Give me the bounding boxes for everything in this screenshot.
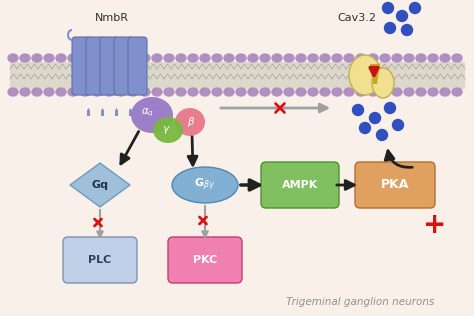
Ellipse shape	[104, 54, 114, 62]
Ellipse shape	[356, 88, 366, 96]
Ellipse shape	[368, 88, 378, 96]
Ellipse shape	[8, 88, 18, 96]
Ellipse shape	[128, 54, 138, 62]
FancyBboxPatch shape	[63, 237, 137, 283]
Ellipse shape	[20, 54, 30, 62]
Ellipse shape	[212, 88, 222, 96]
Ellipse shape	[116, 54, 126, 62]
Ellipse shape	[128, 88, 138, 96]
Ellipse shape	[32, 54, 42, 62]
Ellipse shape	[212, 54, 222, 62]
Ellipse shape	[320, 88, 330, 96]
Ellipse shape	[416, 54, 426, 62]
Ellipse shape	[188, 54, 198, 62]
Ellipse shape	[131, 97, 173, 133]
Ellipse shape	[68, 88, 78, 96]
Ellipse shape	[104, 88, 114, 96]
Ellipse shape	[272, 54, 282, 62]
Ellipse shape	[80, 54, 90, 62]
Text: Gq: Gq	[91, 180, 109, 190]
Ellipse shape	[284, 88, 294, 96]
FancyBboxPatch shape	[128, 37, 147, 95]
Ellipse shape	[236, 88, 246, 96]
Ellipse shape	[392, 54, 402, 62]
Ellipse shape	[175, 108, 205, 136]
Ellipse shape	[368, 54, 378, 62]
Ellipse shape	[440, 88, 450, 96]
Text: G$_{\beta\gamma}$: G$_{\beta\gamma}$	[194, 177, 216, 193]
Ellipse shape	[332, 54, 342, 62]
Ellipse shape	[296, 88, 306, 96]
Ellipse shape	[392, 88, 402, 96]
Ellipse shape	[308, 88, 318, 96]
Ellipse shape	[440, 54, 450, 62]
Ellipse shape	[200, 54, 210, 62]
Text: PKA: PKA	[381, 179, 409, 191]
Circle shape	[353, 105, 364, 116]
Ellipse shape	[428, 54, 438, 62]
Ellipse shape	[320, 54, 330, 62]
Text: Cav3.2: Cav3.2	[337, 13, 376, 23]
Circle shape	[376, 130, 388, 141]
Ellipse shape	[176, 88, 186, 96]
Ellipse shape	[236, 54, 246, 62]
Circle shape	[392, 119, 403, 131]
Ellipse shape	[92, 54, 102, 62]
FancyBboxPatch shape	[86, 37, 105, 95]
Ellipse shape	[164, 88, 174, 96]
Text: PKC: PKC	[193, 255, 217, 265]
Circle shape	[383, 3, 393, 14]
Circle shape	[384, 22, 395, 33]
FancyBboxPatch shape	[100, 37, 119, 95]
Ellipse shape	[416, 88, 426, 96]
Circle shape	[370, 112, 381, 124]
Circle shape	[384, 102, 395, 113]
Ellipse shape	[380, 54, 390, 62]
FancyBboxPatch shape	[168, 237, 242, 283]
Ellipse shape	[296, 54, 306, 62]
Ellipse shape	[176, 54, 186, 62]
Ellipse shape	[188, 88, 198, 96]
Text: $\beta$: $\beta$	[187, 115, 195, 129]
Ellipse shape	[452, 88, 462, 96]
Text: NmbR: NmbR	[95, 13, 129, 23]
Ellipse shape	[152, 54, 162, 62]
Ellipse shape	[8, 54, 18, 62]
Polygon shape	[370, 64, 380, 84]
Ellipse shape	[32, 88, 42, 96]
Ellipse shape	[44, 88, 54, 96]
Text: PLC: PLC	[88, 255, 111, 265]
Ellipse shape	[116, 88, 126, 96]
Ellipse shape	[68, 54, 78, 62]
Ellipse shape	[56, 54, 66, 62]
FancyBboxPatch shape	[261, 162, 339, 208]
Text: AMPK: AMPK	[282, 180, 318, 190]
Text: $\gamma$: $\gamma$	[162, 124, 170, 136]
Ellipse shape	[260, 88, 270, 96]
Ellipse shape	[404, 54, 414, 62]
Ellipse shape	[380, 88, 390, 96]
Circle shape	[396, 10, 408, 21]
Circle shape	[410, 3, 420, 14]
Ellipse shape	[248, 88, 258, 96]
FancyBboxPatch shape	[355, 162, 435, 208]
Ellipse shape	[44, 54, 54, 62]
Bar	[10, 62, 464, 88]
Text: Trigeminal ganglion neurons: Trigeminal ganglion neurons	[286, 297, 434, 307]
Ellipse shape	[153, 117, 183, 143]
FancyBboxPatch shape	[114, 37, 133, 95]
Ellipse shape	[56, 88, 66, 96]
Ellipse shape	[164, 54, 174, 62]
Ellipse shape	[200, 88, 210, 96]
Ellipse shape	[140, 88, 150, 96]
Ellipse shape	[140, 54, 150, 62]
Ellipse shape	[452, 54, 462, 62]
Ellipse shape	[20, 88, 30, 96]
Ellipse shape	[80, 88, 90, 96]
Ellipse shape	[308, 54, 318, 62]
Ellipse shape	[172, 167, 238, 203]
Text: $\alpha_q$: $\alpha_q$	[141, 107, 155, 119]
Ellipse shape	[260, 54, 270, 62]
Ellipse shape	[248, 54, 258, 62]
